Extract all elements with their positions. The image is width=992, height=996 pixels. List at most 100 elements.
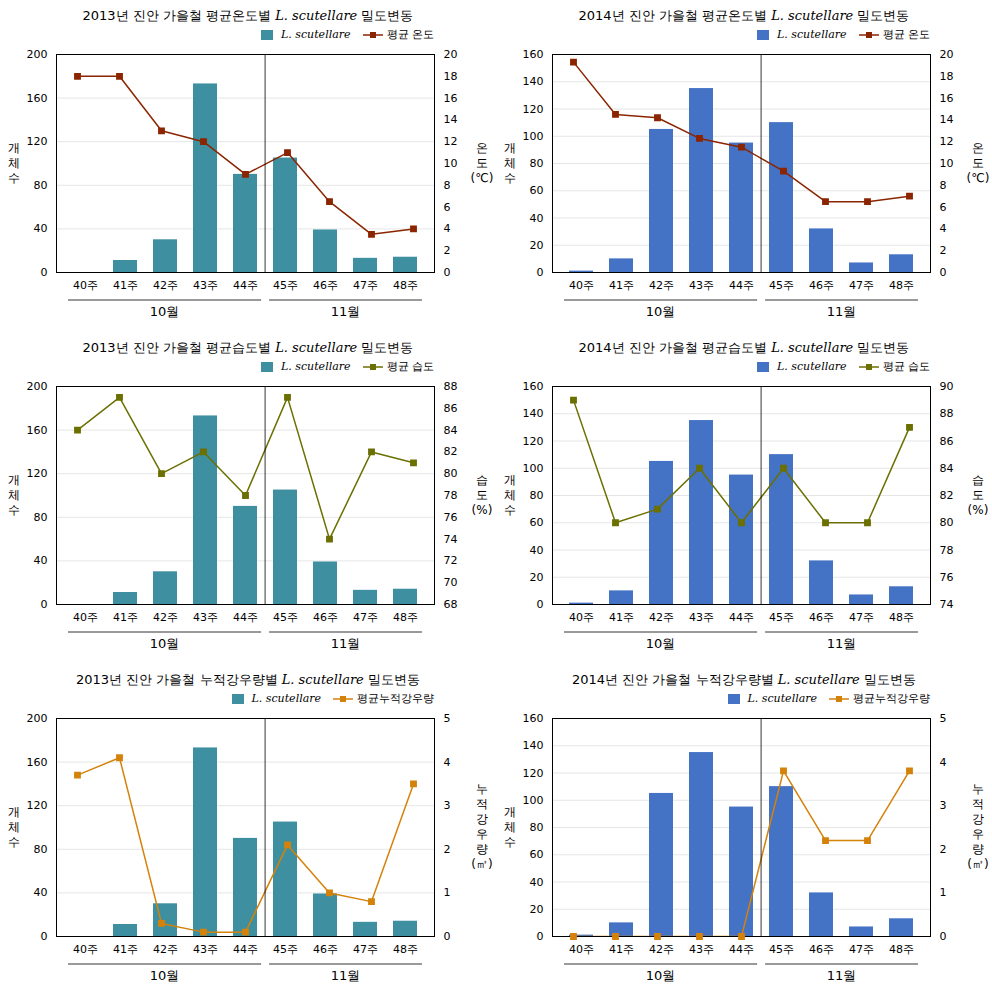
svg-text:4: 4	[444, 756, 451, 769]
svg-text:200: 200	[27, 48, 48, 61]
svg-text:18: 18	[444, 70, 458, 83]
svg-text:120: 120	[27, 799, 48, 812]
svg-text:42주: 42주	[649, 943, 674, 956]
svg-text:41주: 41주	[113, 279, 138, 292]
svg-text:43주: 43주	[193, 279, 218, 292]
svg-text:46주: 46주	[313, 943, 338, 956]
svg-text:160: 160	[523, 380, 544, 393]
svg-text:10: 10	[444, 157, 458, 170]
svg-text:44주: 44주	[729, 943, 754, 956]
svg-text:16: 16	[940, 92, 954, 105]
svg-text:60: 60	[530, 184, 544, 197]
svg-text:88: 88	[940, 407, 954, 420]
svg-text:46주: 46주	[313, 279, 338, 292]
svg-text:160: 160	[523, 712, 544, 725]
svg-text:48주: 48주	[889, 611, 914, 624]
svg-text:45주: 45주	[769, 611, 794, 624]
svg-text:20: 20	[530, 903, 544, 916]
svg-text:온도(℃): 온도(℃)	[471, 141, 494, 185]
svg-text:20: 20	[530, 571, 544, 584]
svg-text:12: 12	[940, 135, 954, 148]
svg-text:100: 100	[523, 130, 544, 143]
svg-text:44주: 44주	[233, 279, 258, 292]
svg-text:1: 1	[444, 886, 451, 899]
svg-text:40: 40	[34, 554, 48, 567]
svg-text:8: 8	[940, 179, 947, 192]
svg-text:47주: 47주	[849, 279, 874, 292]
svg-text:개체수: 개체수	[8, 473, 20, 517]
svg-text:47주: 47주	[849, 611, 874, 624]
svg-text:44주: 44주	[233, 611, 258, 624]
svg-text:160: 160	[27, 92, 48, 105]
svg-text:0: 0	[41, 930, 48, 943]
svg-text:16: 16	[444, 92, 458, 105]
svg-text:43주: 43주	[689, 943, 714, 956]
svg-text:11월: 11월	[331, 304, 361, 319]
svg-text:개체수: 개체수	[504, 805, 516, 849]
svg-text:86: 86	[940, 435, 954, 448]
svg-text:200: 200	[27, 712, 48, 725]
svg-text:41주: 41주	[609, 279, 634, 292]
svg-text:45주: 45주	[273, 279, 298, 292]
svg-text:온도(℃): 온도(℃)	[967, 141, 990, 185]
svg-text:5: 5	[940, 712, 947, 725]
svg-text:120: 120	[523, 767, 544, 780]
svg-text:2: 2	[940, 244, 947, 257]
svg-text:11월: 11월	[827, 304, 857, 319]
svg-text:82: 82	[444, 445, 458, 458]
svg-text:48주: 48주	[889, 943, 914, 956]
svg-text:개체수: 개체수	[504, 473, 516, 517]
svg-text:12: 12	[444, 135, 458, 148]
svg-text:0: 0	[537, 930, 544, 943]
svg-text:6: 6	[444, 201, 451, 214]
svg-text:44주: 44주	[729, 611, 754, 624]
svg-text:10월: 10월	[646, 304, 676, 319]
svg-text:40: 40	[530, 876, 544, 889]
svg-text:140: 140	[523, 407, 544, 420]
svg-text:86: 86	[444, 402, 458, 415]
svg-text:40주: 40주	[569, 279, 594, 292]
svg-text:47주: 47주	[353, 943, 378, 956]
svg-text:11월: 11월	[827, 636, 857, 651]
svg-text:4: 4	[940, 756, 947, 769]
svg-text:누적강우량(㎥): 누적강우량(㎥)	[471, 782, 492, 871]
svg-text:140: 140	[523, 75, 544, 88]
svg-text:0: 0	[444, 930, 451, 943]
svg-text:42주: 42주	[649, 279, 674, 292]
svg-text:76: 76	[940, 571, 954, 584]
svg-text:100: 100	[523, 794, 544, 807]
svg-text:8: 8	[444, 179, 451, 192]
svg-text:70: 70	[444, 576, 458, 589]
svg-text:3: 3	[444, 799, 451, 812]
svg-text:48주: 48주	[393, 279, 418, 292]
svg-text:43주: 43주	[193, 943, 218, 956]
svg-text:45주: 45주	[273, 611, 298, 624]
svg-text:개체수: 개체수	[8, 805, 20, 849]
svg-text:0: 0	[41, 266, 48, 279]
svg-text:0: 0	[537, 598, 544, 611]
svg-text:0: 0	[444, 266, 451, 279]
svg-text:43주: 43주	[193, 611, 218, 624]
svg-text:1: 1	[940, 886, 947, 899]
svg-text:18: 18	[940, 70, 954, 83]
svg-text:10월: 10월	[646, 636, 676, 651]
svg-text:20: 20	[940, 48, 954, 61]
svg-text:46주: 46주	[809, 279, 834, 292]
svg-text:120: 120	[27, 467, 48, 480]
svg-text:120: 120	[523, 103, 544, 116]
svg-text:46주: 46주	[313, 611, 338, 624]
svg-text:40주: 40주	[73, 279, 98, 292]
svg-text:46주: 46주	[809, 943, 834, 956]
svg-text:10: 10	[940, 157, 954, 170]
svg-text:개체수: 개체수	[504, 141, 516, 185]
svg-text:0: 0	[940, 930, 947, 943]
svg-text:60: 60	[530, 848, 544, 861]
svg-text:2: 2	[444, 843, 451, 856]
svg-text:72: 72	[444, 554, 458, 567]
svg-text:40주: 40주	[569, 611, 594, 624]
svg-text:200: 200	[27, 380, 48, 393]
svg-text:48주: 48주	[393, 943, 418, 956]
svg-text:80: 80	[530, 157, 544, 170]
svg-text:10월: 10월	[150, 304, 180, 319]
svg-text:3: 3	[940, 799, 947, 812]
